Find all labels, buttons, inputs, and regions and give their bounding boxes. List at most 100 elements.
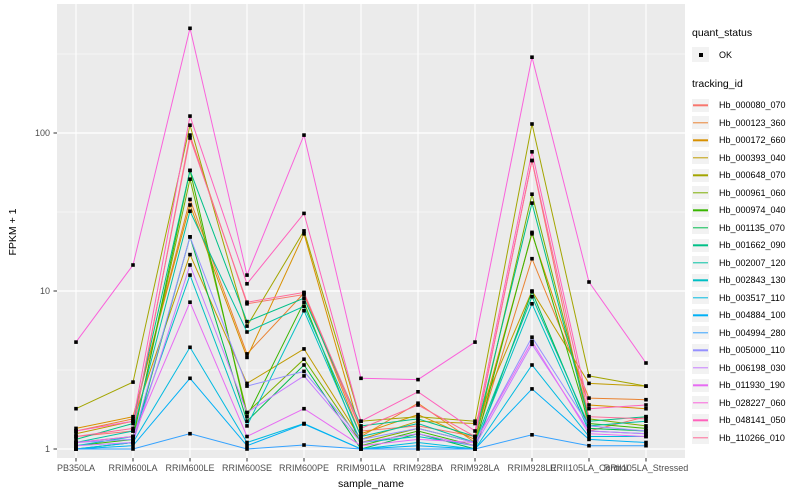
- legend-key-swatch: [692, 116, 709, 130]
- point-Hb_001662_090-RRII105LA_Stressed: [644, 414, 648, 419]
- point-Hb_006198_030-PB350LA: [74, 443, 78, 448]
- point-Hb_028227_060-RRIM928LA: [473, 340, 477, 344]
- point-Hb_003517_110-RRII105LA_Control: [587, 434, 591, 439]
- point-Hb_005000_110-RRIM600LE: [188, 235, 192, 239]
- point-Hb_002007_120-RRIM600SE: [245, 330, 249, 334]
- data-points: [74, 26, 648, 451]
- point-Hb_004884_100-RRIM600LE: [188, 376, 192, 381]
- x-tick-label-RRIM928LA: RRIM928LA: [450, 463, 499, 473]
- point-Hb_048141_050-RRII105LA_Control: [587, 406, 591, 411]
- point-Hb_000123_360-RRII105LA_Stressed: [644, 397, 648, 402]
- point-Hb_000172_660-RRII105LA_Stressed: [644, 406, 648, 411]
- point-Hb_000961_060-RRIM600PE: [302, 357, 306, 361]
- legend-label: Hb_006198_030: [719, 362, 786, 373]
- point-Hb_011930_190-RRIM901LA: [359, 443, 363, 448]
- point-Hb_028227_060-RRIM600LE: [188, 26, 192, 31]
- legend-key-swatch: [692, 343, 709, 357]
- point-Hb_110266_010-RRIM901LA: [359, 426, 363, 431]
- point-Hb_110266_010-RRIM600PE: [302, 290, 306, 295]
- series-color-line-icon: [693, 349, 708, 351]
- legend-key-swatch: [692, 308, 709, 322]
- x-tick-label-RRII105LA_Stressed: RRII105LA_Stressed: [604, 463, 689, 473]
- legend-label: Hb_005000_110: [719, 345, 785, 356]
- legend-item-Hb_000974_040: Hb_000974_040: [692, 202, 798, 219]
- legend-label: Hb_000123_360: [719, 117, 786, 128]
- point-Hb_000123_360-RRIM600LA: [131, 417, 135, 421]
- legend-item-Hb_000961_060: Hb_000961_060: [692, 185, 798, 202]
- point-Hb_000393_040-RRIM928LA: [473, 421, 477, 426]
- point-Hb_006198_030-RRII105LA_Stressed: [644, 431, 648, 436]
- point-Hb_001662_090-RRIM928BA: [416, 417, 420, 421]
- point-Hb_001662_090-RRIM600LA: [131, 421, 135, 426]
- legend-label: Hb_003517_110: [719, 292, 785, 303]
- legend-key-swatch: [692, 326, 709, 340]
- legend-tracking-id-title: tracking_id: [692, 78, 743, 90]
- y-tick-label: 10: [40, 286, 50, 296]
- point-Hb_110266_010-RRIM928LE: [530, 158, 534, 163]
- point-Hb_002007_120-RRIM600PE: [302, 304, 306, 309]
- series-color-line-icon: [693, 139, 708, 141]
- legend-label: Hb_000961_060: [719, 187, 786, 198]
- point-Hb_000974_040-RRIM928LE: [530, 230, 534, 235]
- point-Hb_002843_130-RRIM928LE: [530, 302, 534, 306]
- series-color-line-icon: [693, 104, 708, 106]
- x-tick-label-RRIM928LE: RRIM928LE: [507, 463, 556, 473]
- point-Hb_004994_280-RRIM928LA: [473, 447, 477, 451]
- series-color-line-icon: [693, 209, 708, 211]
- point-Hb_004884_100-RRIM600SE: [245, 443, 249, 448]
- series-color-line-icon: [693, 279, 708, 281]
- point-Hb_002843_130-RRIM600LE: [188, 273, 192, 277]
- point-Hb_001662_090-RRIM901LA: [359, 424, 363, 428]
- point-Hb_004994_280-RRIM901LA: [359, 447, 363, 451]
- x-tick-label-RRIM901LA: RRIM901LA: [336, 463, 385, 473]
- point-Hb_011930_190-RRII105LA_Stressed: [644, 434, 648, 439]
- legend-item-Hb_004994_280: Hb_004994_280: [692, 325, 798, 342]
- series-color-line-icon: [693, 157, 708, 159]
- y-axis-title: FPKM + 1: [7, 208, 19, 256]
- point-Hb_002843_130-RRIM600PE: [302, 308, 306, 313]
- point-Hb_000080_070-RRIM600LE: [188, 133, 192, 137]
- legend-key-swatch: [692, 168, 709, 182]
- legend-label: Hb_000648_070: [719, 170, 786, 181]
- legend-item-Hb_006198_030: Hb_006198_030: [692, 360, 798, 377]
- point-Hb_000080_070-RRIM901LA: [359, 429, 363, 433]
- point-Hb_048141_050-RRIM600LA: [131, 419, 135, 423]
- point-Hb_004994_280-PB350LA: [74, 447, 78, 451]
- point-Hb_000172_660-PB350LA: [74, 426, 78, 431]
- point-Hb_110266_010-RRIM600LE: [188, 136, 192, 140]
- series-color-line-icon: [693, 262, 708, 264]
- legend-item-Hb_001662_090: Hb_001662_090: [692, 237, 798, 254]
- point-Hb_001135_070-RRII105LA_Control: [587, 426, 591, 431]
- legend-key-swatch: [692, 221, 709, 235]
- legend-label: Hb_011930_190: [719, 380, 785, 391]
- legend-item-Hb_000172_660: Hb_000172_660: [692, 132, 798, 149]
- legend-key-swatch: [692, 186, 709, 200]
- legend-key-ok: [692, 47, 709, 62]
- x-tick-label-RRIM928BA: RRIM928BA: [393, 463, 443, 473]
- series-color-line-icon: [693, 244, 708, 246]
- point-Hb_011930_190-RRIM928LE: [530, 339, 534, 344]
- point-Hb_001662_090-RRIM600PE: [302, 296, 306, 300]
- legend-item-Hb_048141_050: Hb_048141_050: [692, 412, 798, 429]
- point-Hb_000172_660-RRIM928BA: [416, 412, 420, 417]
- point-Hb_000974_040-RRII105LA_Stressed: [644, 426, 648, 431]
- series-color-line-icon: [693, 402, 708, 404]
- point-Hb_000648_070-RRIM600LE: [188, 123, 192, 127]
- point-Hb_006198_030-RRIM600SE: [245, 410, 249, 415]
- legend-label: Hb_001135_070: [719, 222, 785, 233]
- point-Hb_000648_070-RRII105LA_Control: [587, 374, 591, 378]
- point-Hb_028227_060-RRIM901LA: [359, 376, 363, 381]
- point-Hb_110266_010-RRIM600LA: [131, 426, 135, 431]
- legend-key-swatch: [692, 133, 709, 147]
- point-Hb_110266_010-RRIM600SE: [245, 300, 249, 304]
- point-Hb_003517_110-RRIM928LE: [530, 363, 534, 367]
- series-color-line-icon: [693, 332, 708, 334]
- point-Hb_000961_060-RRII105LA_Stressed: [644, 424, 648, 428]
- point-Hb_000393_040-RRIM600PE: [302, 347, 306, 351]
- point-Hb_048141_050-RRIM901LA: [359, 419, 363, 423]
- point-Hb_000648_070-RRIM600SE: [245, 324, 249, 328]
- series-color-line-icon: [693, 384, 708, 386]
- point-Hb_000123_360-RRIM928LE: [530, 256, 534, 261]
- point-Hb_011930_190-RRIM600LA: [131, 434, 135, 439]
